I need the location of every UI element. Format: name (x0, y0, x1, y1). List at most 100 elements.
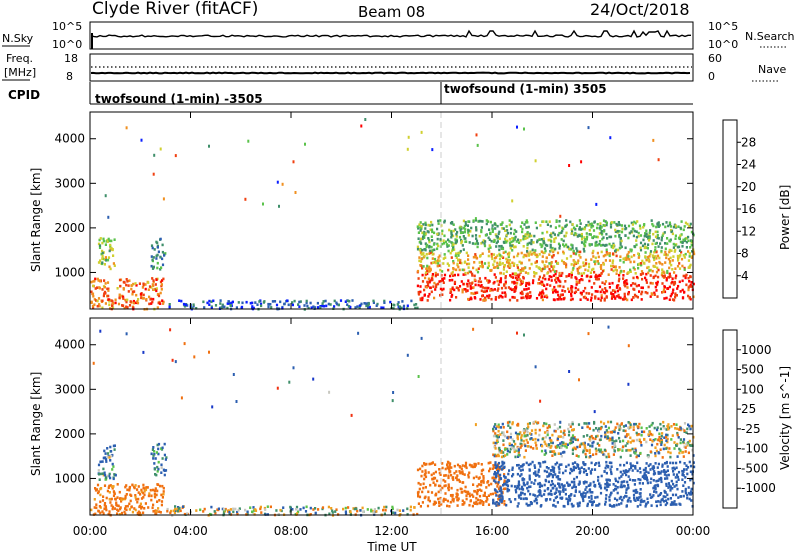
scatter-cell (430, 261, 433, 265)
scatter-cell (672, 255, 675, 258)
scatter-cell (512, 440, 516, 443)
scatter-cell (544, 249, 547, 253)
scatter-cell (327, 505, 330, 509)
scatter-cell (557, 298, 560, 301)
scatter-cell (157, 467, 160, 471)
scatter-cell (665, 277, 668, 280)
scatter-cell (570, 271, 573, 274)
scatter-cell (546, 272, 549, 275)
scatter-cell (534, 473, 537, 476)
scatter-cell (531, 460, 534, 464)
scatter-cell (157, 442, 161, 446)
scatter-cell (567, 287, 570, 291)
scatter-cell (582, 271, 586, 275)
scatter-cell (570, 273, 573, 276)
scatter-cell (161, 484, 164, 488)
scatter-cell (149, 488, 152, 492)
scatter-cell (640, 298, 643, 301)
scatter-cell (173, 509, 177, 512)
date-title: 24/Oct/2018 (590, 0, 690, 19)
scatter-cell (574, 490, 577, 494)
scatter-cell (540, 238, 543, 241)
scatter-cell (619, 259, 622, 262)
scatter-cell (557, 490, 560, 493)
scatter-cell (551, 475, 554, 479)
scatter-cell (623, 257, 626, 260)
scatter-cell (690, 424, 693, 428)
scatter-cell (565, 446, 568, 449)
scatter-cell (574, 286, 577, 290)
scatter-cell (572, 249, 575, 253)
scatter-cell (509, 262, 512, 266)
scatter-cell (108, 474, 111, 478)
scatter-cell (511, 295, 514, 299)
scatter-cell (150, 264, 153, 268)
scatter-cell (437, 232, 440, 235)
scatter-cell (448, 505, 451, 508)
scatter-cell (577, 250, 580, 254)
scatter-cell (671, 503, 674, 506)
scatter-cell (515, 490, 518, 494)
scatter-cell (638, 467, 642, 470)
scatter-cell (584, 263, 587, 267)
scatter-cell (508, 442, 511, 445)
scatter-cell (496, 503, 499, 507)
scatter-cell (150, 494, 153, 498)
scatter-cell (576, 502, 579, 505)
scatter-cell (520, 296, 523, 300)
scatter-cell (683, 291, 686, 294)
scatter-cell (535, 444, 538, 447)
scatter-cell (510, 288, 513, 292)
scatter-cell (613, 430, 616, 434)
scatter-cell (356, 509, 359, 513)
scatter-cell (514, 286, 518, 290)
scatter-cell (476, 270, 480, 274)
scatter-cell (615, 254, 618, 258)
scatter-cell (666, 477, 669, 480)
scatter-cell (294, 513, 297, 516)
scatter-cell (623, 463, 626, 467)
scatter-cell (589, 439, 592, 442)
scatter-cell (105, 496, 108, 500)
scatter-cell (443, 234, 446, 238)
scatter-cell (160, 463, 163, 467)
scatter-cell (335, 508, 338, 511)
scatter-cell (520, 439, 523, 442)
scatter-cell (573, 262, 576, 266)
scatter-cell (534, 431, 537, 435)
scatter-cell (690, 243, 693, 247)
scatter-cell (541, 255, 544, 258)
scatter-cell (129, 300, 132, 303)
scatter-cell (465, 251, 468, 255)
scatter-cell (552, 250, 555, 254)
scatter-cell (469, 287, 472, 290)
scatter-cell (570, 263, 573, 266)
scatter-cell (658, 435, 661, 439)
scatter-cell (593, 260, 596, 263)
scatter-cell (506, 453, 509, 456)
scatter-cell (295, 507, 298, 511)
scatter-cell (653, 486, 656, 490)
scatter-cell (538, 275, 541, 279)
scatter-cell (103, 502, 107, 505)
scatter-cell (102, 473, 105, 477)
scatter-cell (154, 283, 157, 286)
scatter-cell (451, 248, 454, 251)
scatter-cell (103, 456, 106, 460)
scatter-cell (476, 291, 479, 294)
scatter-cell (541, 283, 544, 286)
scatter-cell (504, 476, 507, 479)
scatter-cell (434, 470, 437, 474)
scatter-cell (502, 251, 505, 254)
scatter-cell (102, 467, 105, 471)
scatter-cell (534, 365, 537, 369)
scatter-cell (424, 276, 427, 280)
freq-tick-hi: 18 (64, 52, 78, 65)
scatter-cell (500, 255, 503, 258)
scatter-cell (578, 482, 581, 485)
scatter-cell (430, 245, 433, 249)
scatter-cell (497, 497, 500, 501)
scatter-cell (612, 269, 615, 273)
scatter-cell (639, 471, 642, 474)
scatter-cell (143, 493, 146, 497)
